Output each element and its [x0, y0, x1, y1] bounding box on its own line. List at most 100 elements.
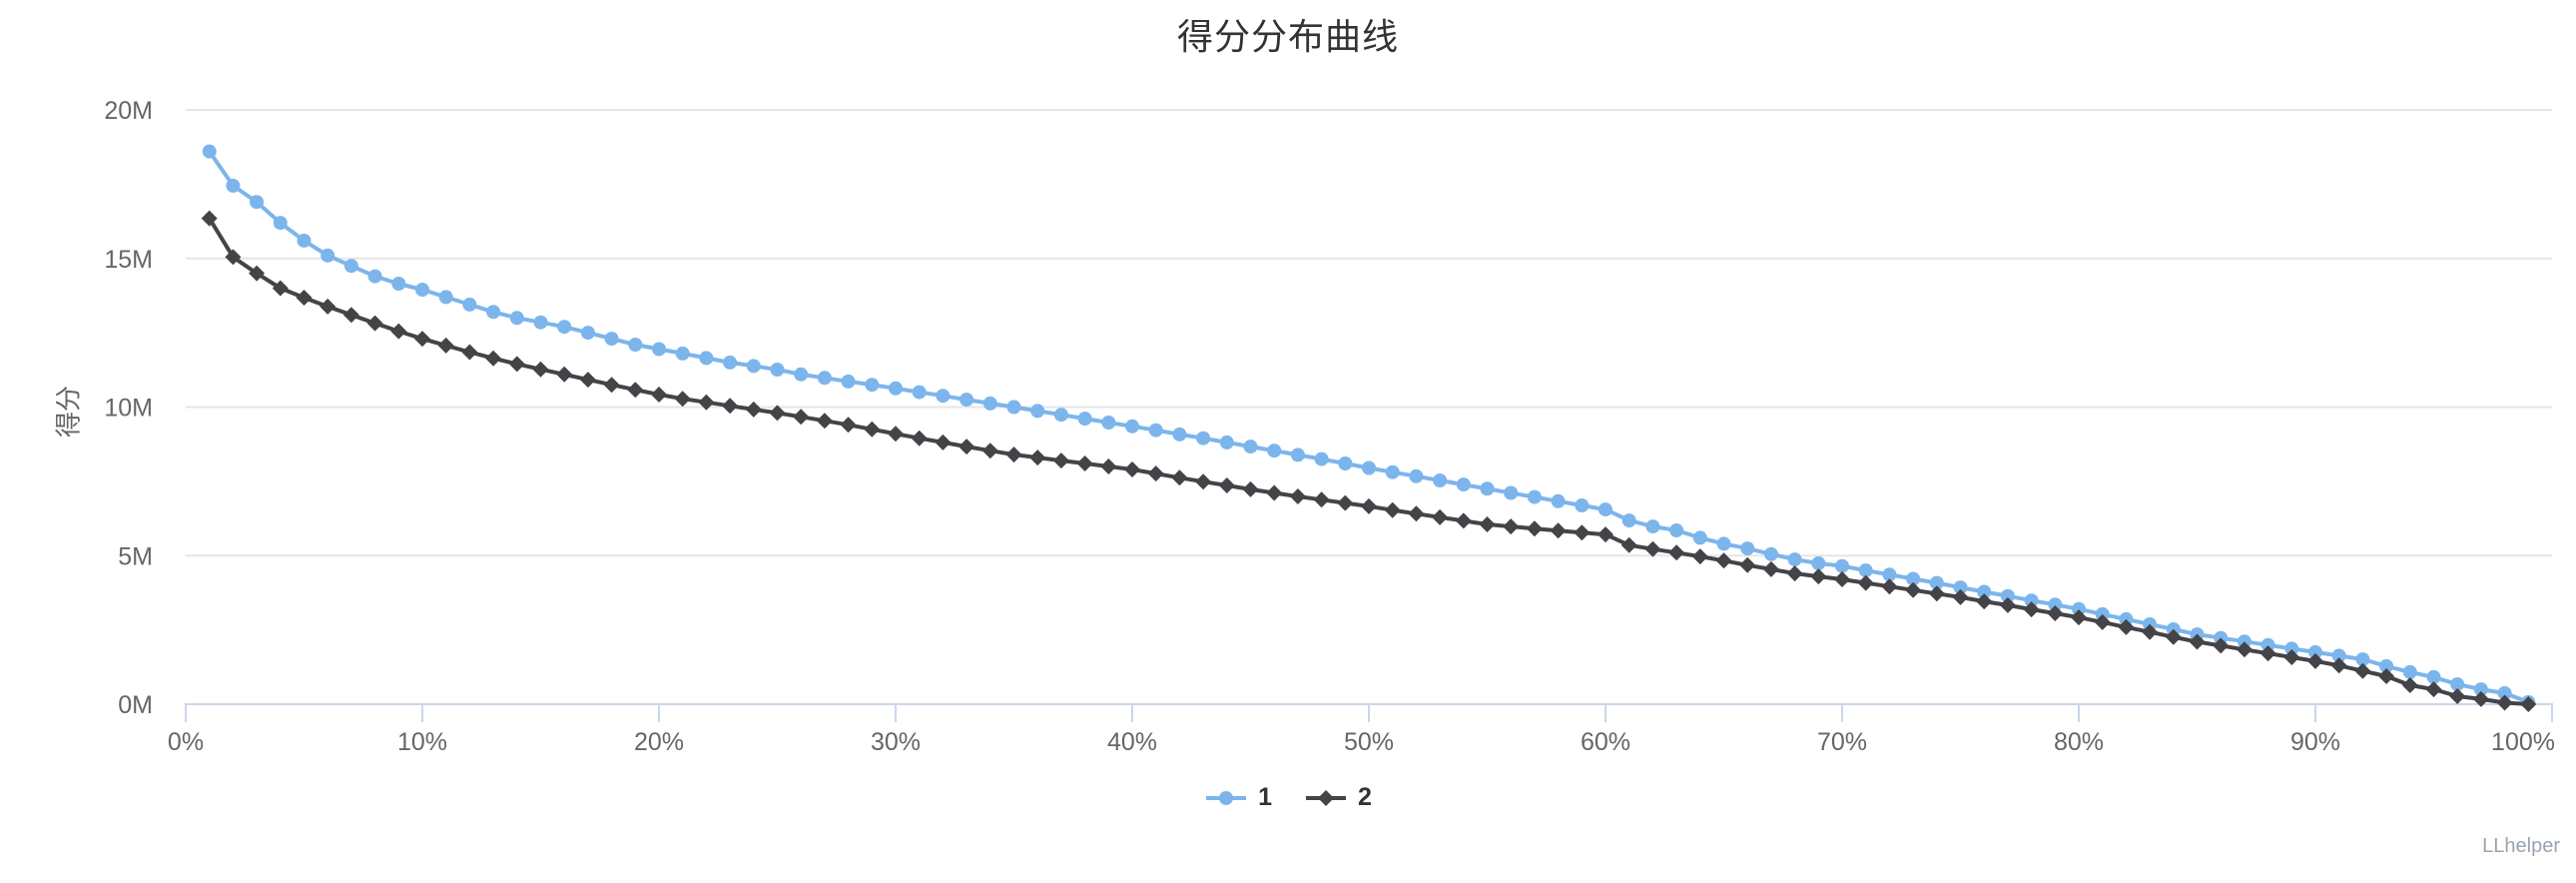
data-point-marker	[250, 195, 265, 210]
data-point-marker	[321, 248, 335, 263]
data-point-marker	[2237, 634, 2252, 649]
data-point-marker	[1456, 477, 1471, 492]
data-point-marker	[723, 355, 738, 370]
y-axis-tick-labels: 0M 5M 10M 15M 20M	[104, 97, 153, 719]
data-point-marker	[628, 338, 643, 352]
data-point-marker	[864, 421, 881, 438]
data-point-marker	[1077, 412, 1092, 427]
y-tick-label: 15M	[104, 246, 153, 274]
data-point-marker	[366, 315, 383, 332]
series-1-line	[207, 149, 2531, 704]
data-point-marker	[603, 377, 620, 394]
data-point-marker	[1124, 461, 1140, 477]
data-point-marker	[1218, 477, 1235, 493]
data-point-marker	[769, 405, 786, 422]
data-point-marker	[532, 361, 549, 378]
data-point-marker	[2497, 686, 2512, 700]
data-point-marker	[911, 430, 928, 446]
x-tick-label: 70%	[1817, 728, 1867, 756]
data-point-marker	[579, 372, 596, 389]
data-point-marker	[2165, 628, 2182, 645]
data-point-marker	[2378, 668, 2395, 684]
data-point-marker	[390, 323, 407, 340]
y-tick-label: 10M	[104, 395, 153, 423]
data-point-marker	[1408, 505, 1425, 522]
legend-item-1[interactable]: 1	[1204, 783, 1272, 812]
data-point-marker	[1786, 565, 1803, 582]
data-point-marker	[1242, 480, 1259, 497]
data-point-marker	[461, 344, 478, 361]
data-point-marker	[1527, 489, 1542, 504]
data-point-marker	[462, 297, 477, 312]
x-axis-ticks	[185, 704, 2553, 722]
data-point-marker	[201, 210, 218, 227]
data-point-marker	[1526, 520, 1543, 537]
data-point-marker	[1787, 552, 1802, 567]
data-point-marker	[889, 381, 903, 396]
legend-circle-marker-icon	[1206, 790, 1247, 805]
data-point-marker	[936, 389, 951, 404]
data-point-marker	[2283, 649, 2300, 665]
data-point-marker	[817, 371, 832, 386]
data-point-marker	[2189, 633, 2206, 650]
data-point-marker	[841, 374, 856, 389]
data-point-marker	[297, 233, 312, 248]
data-point-marker	[1314, 451, 1329, 466]
data-point-marker	[2047, 605, 2064, 621]
x-tick-label: 80%	[2054, 728, 2104, 756]
data-point-marker	[2118, 618, 2135, 635]
data-point-marker	[1125, 419, 1139, 434]
legend-label: 1	[1258, 783, 1272, 811]
data-point-marker	[1575, 498, 1590, 512]
y-tick-label: 20M	[104, 97, 153, 125]
data-point-marker	[2426, 669, 2441, 684]
data-point-marker	[2142, 623, 2159, 640]
data-point-marker	[1385, 464, 1400, 479]
data-point-marker	[533, 315, 548, 330]
data-point-marker	[226, 178, 241, 193]
data-point-marker	[2330, 657, 2347, 674]
data-point-marker	[1053, 408, 1068, 423]
data-point-marker	[1691, 548, 1708, 565]
data-point-marker	[1953, 580, 1968, 595]
data-point-marker	[1101, 416, 1116, 430]
data-point-marker	[1337, 494, 1354, 511]
data-point-marker	[1504, 485, 1519, 500]
legend-item-2[interactable]: 2	[1304, 783, 1372, 812]
data-point-marker	[2307, 652, 2323, 669]
data-point-marker	[960, 393, 974, 408]
data-point-marker	[1811, 556, 1826, 570]
x-tick-label: 90%	[2290, 728, 2340, 756]
data-point-marker	[1172, 427, 1187, 442]
x-tick-label: 0%	[168, 728, 204, 756]
data-point-marker	[1977, 584, 1992, 599]
data-point-marker	[1976, 593, 1993, 610]
data-point-marker	[1621, 513, 1636, 528]
data-point-marker	[1762, 560, 1779, 577]
legend-label: 2	[1358, 783, 1372, 811]
data-point-marker	[2354, 662, 2371, 679]
data-point-marker	[959, 439, 975, 455]
series-2-markers	[201, 210, 2537, 712]
data-point-marker	[699, 351, 714, 366]
data-point-marker	[674, 391, 691, 408]
data-point-marker	[556, 366, 573, 383]
data-point-marker	[816, 413, 833, 430]
data-point-marker	[2402, 664, 2417, 679]
data-point-marker	[2520, 696, 2537, 712]
series-1-markers	[202, 144, 2536, 709]
data-point-marker	[437, 337, 454, 354]
data-point-marker	[1740, 541, 1755, 556]
data-point-marker	[1362, 460, 1376, 475]
data-point-marker	[2259, 645, 2276, 662]
data-point-marker	[770, 363, 785, 377]
credits-link[interactable]: LLhelper	[2482, 835, 2560, 857]
data-point-marker	[1148, 423, 1163, 438]
data-point-marker	[2072, 601, 2086, 616]
data-point-marker	[509, 311, 524, 326]
data-point-marker	[1243, 440, 1258, 454]
data-point-marker	[1620, 536, 1637, 553]
legend-diamond-marker-icon	[1306, 789, 1346, 806]
